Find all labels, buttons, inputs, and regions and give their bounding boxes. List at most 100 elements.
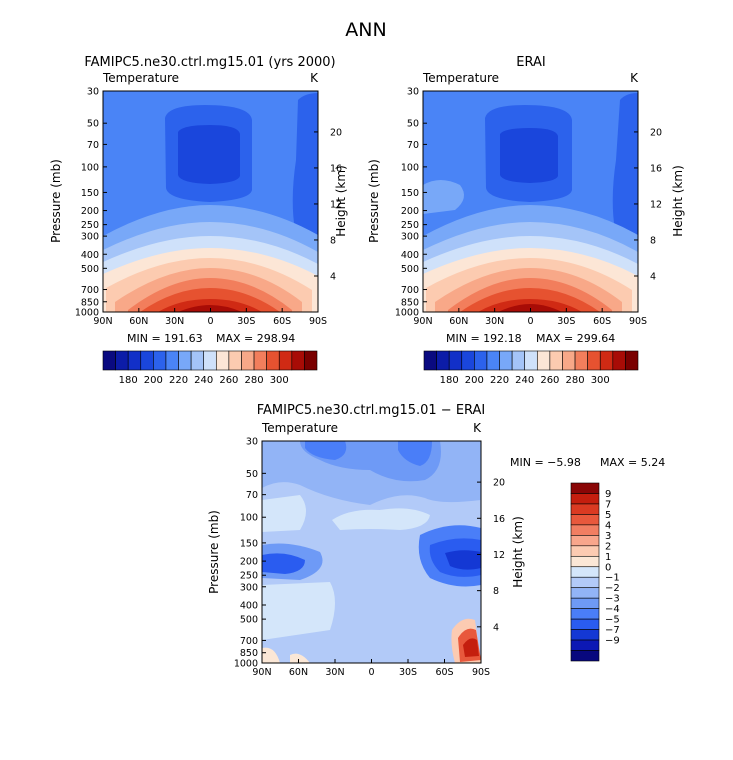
height-tick-label: 16 [650,163,662,174]
colorbar-swatch [570,639,600,651]
panel-title: FAMIPC5.ne30.ctrl.mg15.01 − ERAI [257,403,486,418]
colorbar-tick-label: 240 [515,375,534,386]
colorbar-swatch [115,350,129,371]
page-title: ANN [345,19,386,41]
height-tick-label: 4 [493,622,499,633]
x-tick-label: 0 [207,316,213,327]
height-tick-label: 16 [493,514,505,525]
panel-title: FAMIPC5.ne30.ctrl.mg15.01 (yrs 2000) [84,55,335,70]
colorbar-swatch [536,350,551,371]
x-tick-label: 30N [325,667,344,678]
y-tick-label: 30 [87,87,99,98]
x-tick-label: 90S [472,667,490,678]
axes: 305070100150200250300400500700850100090N… [234,437,505,679]
panel-title: ERAI [516,55,545,70]
x-tick-label: 0 [368,667,374,678]
height-tick-label: 8 [493,586,499,597]
x-tick-label: 60N [129,316,148,327]
colorbar-swatch [499,350,513,371]
colorbar-swatch [570,566,600,578]
contour-band-polar-s [292,93,318,248]
y-tick-label: 300 [401,232,419,243]
contour-band-nh-warm-patch [423,180,464,214]
colorbar-swatch [570,608,600,620]
colorbar-swatch [570,555,600,568]
y-tick-label: 700 [240,636,258,647]
y-tick-label: 200 [240,557,258,568]
colorbar-swatch [436,350,450,371]
max-label: MAX = 5.24 [600,456,665,469]
y-tick-label: 250 [81,220,99,231]
colorbar-swatch [570,629,600,641]
x-tick-label: 60N [449,316,468,327]
colorbar-swatch [562,350,576,371]
colorbar-tick-label: 180 [440,375,459,386]
colorbar-swatch [549,350,563,371]
x-tick-label: 30S [557,316,575,327]
y-tick-label: 300 [81,232,99,243]
x-tick-label: 60S [273,316,291,327]
colorbar-swatch [304,350,318,371]
panel-difference: FAMIPC5.ne30.ctrl.mg15.01 − ERAI Tempera… [207,403,665,678]
y-tick-label: 850 [240,648,258,659]
contour-band-surface-warm-s-3 [463,638,479,657]
y-tick-label: 1000 [395,308,419,319]
colorbar-tick-label: 200 [144,375,163,386]
colorbar-swatch [165,350,179,371]
contour-band-polar-s [612,93,638,248]
ylabel-right: Height (km) [334,165,348,236]
colorbar-tick-label: 280 [245,375,264,386]
y-tick-label: 100 [240,513,258,524]
colorbar-swatch [570,535,600,547]
y-tick-label: 1000 [234,659,258,670]
y-tick-label: 700 [81,285,99,296]
y-tick-label: 500 [401,264,419,275]
contour-band-upper-neg-3 [305,441,347,460]
colorbar-swatch [587,350,601,371]
colorbar-tick-label: 220 [490,375,509,386]
colorbar-swatch [511,350,526,371]
x-tick-label: 30N [485,316,504,327]
height-tick-label: 8 [650,235,656,246]
colorbar-tick-label: −3 [605,594,620,605]
y-tick-label: 500 [81,264,99,275]
colorbar-swatch [140,350,154,371]
max-label: MAX = 299.64 [536,332,615,345]
x-tick-label: 90N [93,316,112,327]
colorbar-swatch [278,350,293,371]
colorbar-swatch [190,350,205,371]
colorbar-tick-label: 3 [605,531,611,542]
axes: 305070100150200250300400500700850100090N… [75,87,342,328]
y-tick-label: 50 [246,469,258,480]
colorbar-swatch [291,350,305,371]
colorbar-tick-label: 300 [591,375,610,386]
colorbar-tick-label: 4 [605,520,611,531]
colorbar-swatch [474,350,488,371]
height-tick-label: 20 [330,127,342,138]
colorbar-swatch [612,350,626,371]
colorbar-tick-label: 240 [194,375,213,386]
colorbar-tick-label: 180 [119,375,138,386]
colorbar-swatch [461,350,475,371]
contour-band-upper-neg-4 [398,441,432,466]
colorbar-tick-label: 260 [219,375,238,386]
min-label: MIN = 191.63 [127,332,203,345]
colorbar-swatch [570,587,600,599]
height-tick-label: 8 [330,235,336,246]
ylabel: Pressure (mb) [367,159,381,243]
colorbar-swatch [127,350,142,371]
colorbar-tick-label: 200 [465,375,484,386]
y-tick-label: 100 [401,162,419,173]
y-tick-label: 70 [407,140,419,151]
colorbar-tick-label: −9 [605,636,620,647]
colorbar-swatch [253,350,267,371]
y-tick-label: 70 [87,140,99,151]
height-tick-label: 12 [650,199,662,210]
x-tick-label: 60S [435,667,453,678]
colorbar-tick-label: 5 [605,510,611,521]
y-tick-label: 50 [407,119,419,130]
contour-band-surface-near-zero-eq [290,653,310,663]
colorbar-swatch [570,514,600,526]
